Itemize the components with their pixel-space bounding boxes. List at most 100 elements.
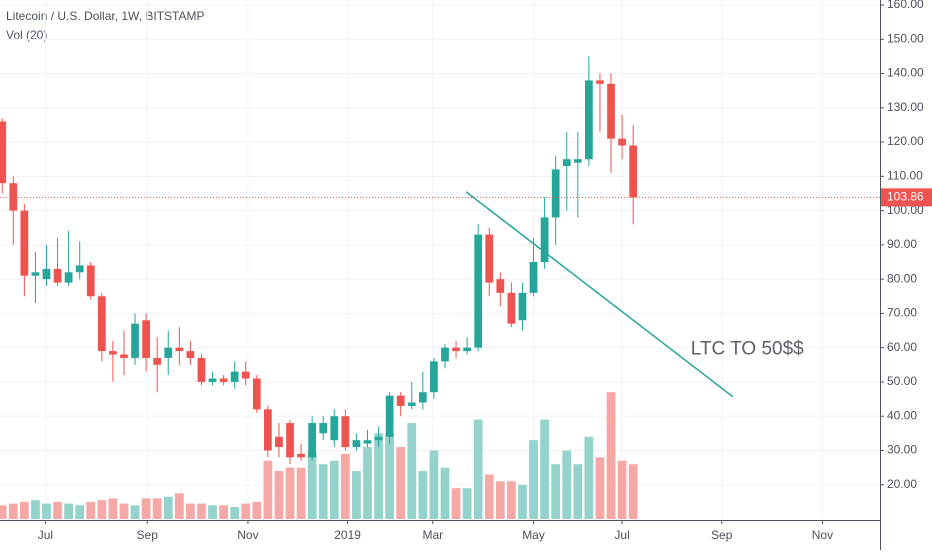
volume-bar: [274, 471, 284, 519]
candle-body: [20, 210, 29, 276]
volume-bar: [241, 503, 251, 519]
candle-body: [264, 409, 272, 451]
volume-bar: [296, 467, 306, 519]
volume-bar: [440, 467, 450, 519]
volume-bar: [31, 500, 40, 519]
candle-body: [241, 371, 250, 379]
volume-bar: [429, 450, 439, 519]
volume-bar: [374, 433, 383, 519]
candle-body: [474, 234, 483, 348]
candle-body: [562, 159, 571, 167]
y-tick-label: 20.00: [887, 477, 917, 491]
volume-bar: [108, 498, 118, 519]
candle-body: [286, 423, 294, 458]
candle-body: [363, 440, 372, 444]
volume-bar: [285, 467, 295, 519]
volume-bar: [451, 488, 461, 519]
y-tick-label: 150.00: [887, 31, 924, 45]
volume-bar: [340, 453, 350, 519]
volume-bar: [307, 450, 317, 519]
candle-body: [153, 357, 162, 365]
x-tick-label: Mar: [422, 528, 443, 542]
candle-body: [186, 351, 195, 358]
y-tick-label: 60.00: [887, 340, 917, 354]
candles: [0, 56, 638, 465]
candle-body: [629, 145, 638, 198]
volume-bar: [252, 501, 262, 519]
trendline: [465, 191, 734, 398]
candle-body: [142, 320, 150, 358]
candle-body: [75, 265, 84, 273]
volume-bar: [418, 471, 428, 519]
candle-body: [109, 351, 117, 355]
candle-body: [308, 423, 317, 458]
volume-bar: [174, 493, 184, 519]
volume-bar: [197, 503, 206, 519]
volume-bar: [628, 464, 638, 519]
volume-bar: [584, 436, 594, 519]
candle-body: [42, 268, 51, 280]
volume-bar: [606, 392, 616, 519]
volume-bar: [186, 503, 195, 519]
volume-bar: [19, 501, 29, 519]
volume-bar: [42, 503, 51, 519]
candle-body: [396, 395, 405, 406]
y-tick-label: 110.00: [887, 169, 923, 183]
candle-body: [97, 296, 106, 352]
candle-body: [551, 169, 560, 218]
volume-bar: [540, 419, 549, 519]
candle-body: [573, 159, 582, 163]
volume-bar: [130, 505, 140, 519]
candle-body: [230, 371, 239, 382]
candle-body: [275, 436, 283, 448]
volume-bar: [75, 505, 85, 519]
chart-title: Litecoin / U.S. Dollar, 1W, BITSTAMP: [6, 9, 205, 23]
volume-bar: [495, 481, 505, 519]
volume-bar: [473, 419, 483, 519]
y-tick-label: 90.00: [887, 237, 917, 251]
volume-bar: [219, 505, 228, 519]
y-tick-label: 30.00: [887, 443, 917, 457]
candle-body: [518, 292, 527, 321]
volume-bar: [396, 447, 406, 519]
volume-bar: [595, 457, 605, 519]
candle-body: [330, 416, 339, 441]
x-tick-label: Nov: [237, 528, 258, 542]
grid: [0, 0, 880, 519]
annotation: LTC TO 50$$: [691, 338, 804, 359]
y-tick-label: 70.00: [887, 306, 917, 320]
volume-bar: [8, 503, 18, 519]
candle-body: [341, 416, 350, 448]
volume-bar: [64, 503, 74, 519]
candle-body: [496, 279, 505, 293]
volume-bar: [385, 433, 395, 519]
volume-bar: [86, 501, 96, 519]
y-tick-label: 80.00: [887, 271, 917, 285]
candle-body: [441, 347, 449, 362]
candle-body: [297, 453, 305, 458]
y-tick-label: 140.00: [887, 66, 924, 80]
volume-label: Vol (20): [6, 28, 47, 42]
volume-bar: [141, 498, 151, 519]
volume-bar: [462, 488, 472, 519]
candle-body: [0, 121, 7, 184]
x-tick-label: Sep: [137, 528, 159, 542]
y-tick-label: 120.00: [887, 134, 924, 148]
candle-body: [352, 440, 361, 448]
candle-body: [131, 323, 139, 358]
x-tick-label: May: [522, 528, 545, 542]
candle-body: [452, 347, 460, 352]
volume-bar: [329, 460, 339, 519]
volume-bar: [318, 464, 328, 519]
candle-body: [9, 183, 18, 211]
volume-bar: [119, 503, 129, 519]
volume-bar: [152, 498, 162, 519]
volume-bar: [163, 496, 173, 519]
volume-bar: [617, 460, 627, 519]
volume-bar: [529, 440, 538, 519]
volume-bar: [407, 423, 417, 519]
volume-bar: [53, 501, 62, 519]
candle-body: [385, 395, 394, 437]
y-tick-label: 40.00: [887, 408, 917, 422]
